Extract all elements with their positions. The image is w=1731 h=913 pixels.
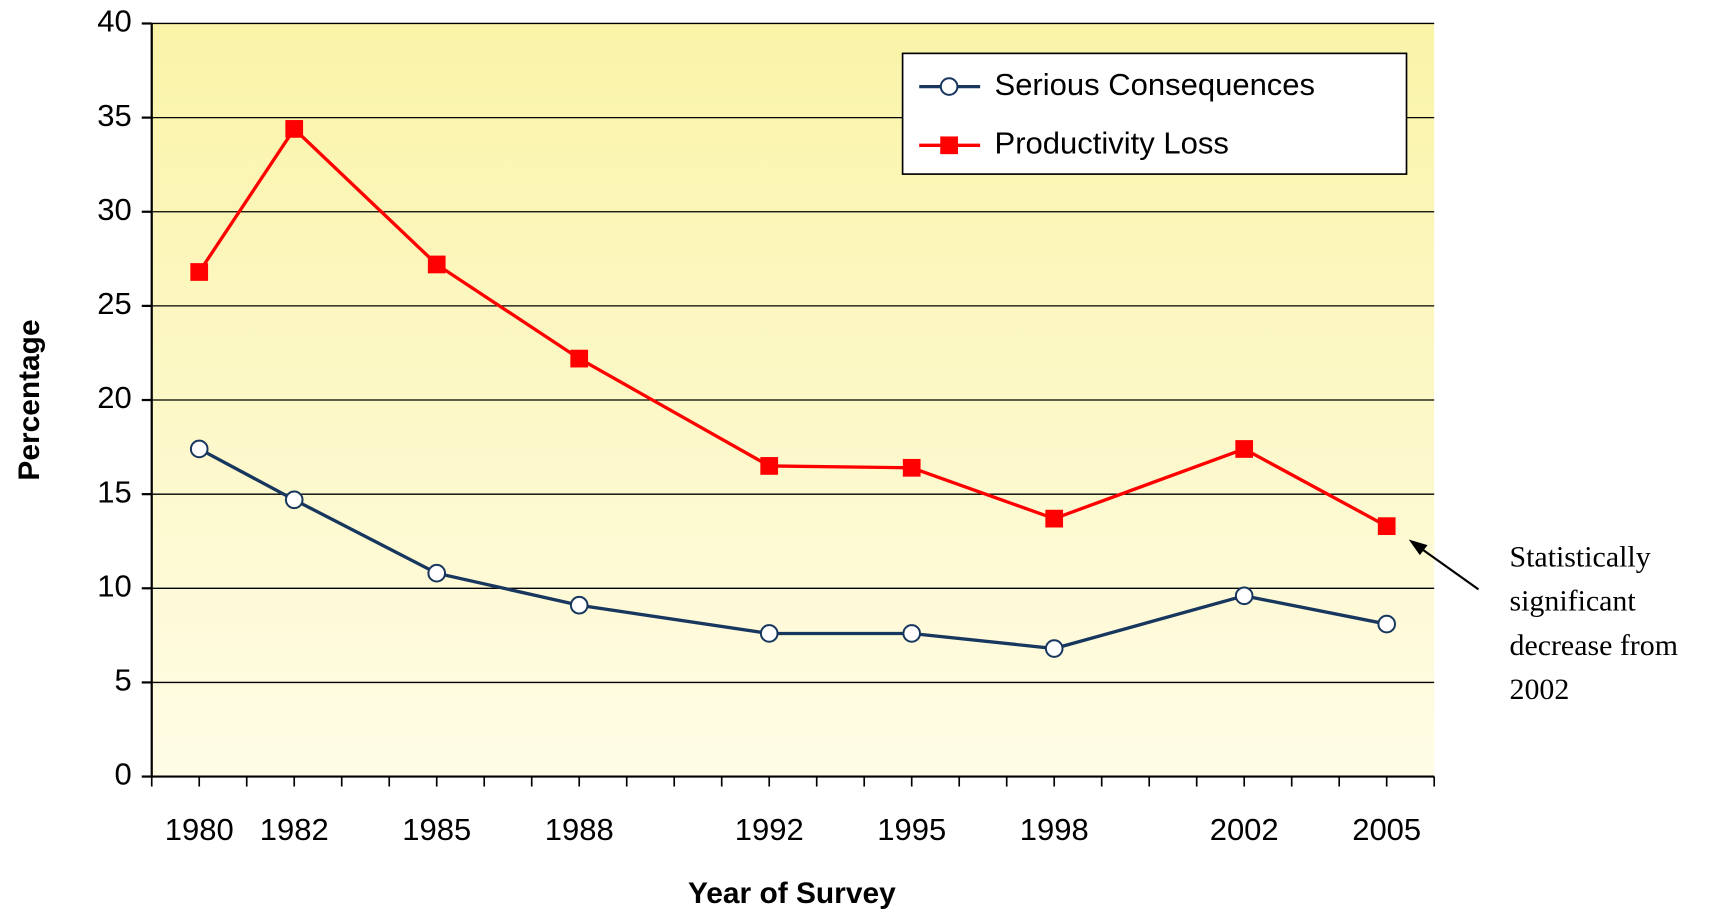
y-axis-title: Percentage bbox=[13, 319, 46, 480]
marker bbox=[190, 263, 209, 281]
marker bbox=[902, 458, 921, 477]
marker bbox=[939, 77, 959, 96]
marker bbox=[284, 490, 304, 510]
marker bbox=[1044, 639, 1064, 658]
marker bbox=[759, 624, 779, 643]
marker bbox=[1235, 440, 1254, 458]
y-tick-label: 5 bbox=[115, 663, 132, 698]
marker bbox=[570, 349, 589, 368]
x-tick-label: 2005 bbox=[1352, 812, 1421, 847]
y-tick-label: 25 bbox=[97, 286, 131, 321]
y-tick-label: 10 bbox=[97, 568, 131, 603]
annotation-arrow bbox=[1412, 541, 1480, 591]
marker bbox=[189, 439, 209, 459]
legend-box bbox=[901, 52, 1408, 175]
y-tick-label: 0 bbox=[115, 757, 132, 792]
x-tick-label: 1985 bbox=[402, 812, 471, 847]
x-tick-label: 1982 bbox=[260, 812, 329, 847]
arrow-head bbox=[1408, 539, 1428, 556]
x-tick-label: 1992 bbox=[735, 812, 804, 847]
x-tick-label: 2002 bbox=[1210, 812, 1279, 847]
y-tick-label: 35 bbox=[97, 98, 131, 133]
x-tick-label: 1980 bbox=[165, 812, 234, 847]
legend-label: Serious Consequences bbox=[995, 67, 1316, 102]
marker bbox=[1377, 517, 1396, 536]
marks bbox=[189, 120, 1396, 658]
marker bbox=[1234, 586, 1254, 606]
y-tick-label: 15 bbox=[97, 474, 131, 509]
annotation: 2002 bbox=[1510, 673, 1570, 706]
y-tick-label: 20 bbox=[97, 380, 131, 415]
legend-label: Productivity Loss bbox=[995, 125, 1229, 160]
y-tick-label: 40 bbox=[97, 4, 131, 39]
legend: Serious Consequences Productivity Loss bbox=[919, 67, 1316, 160]
annotation: decrease from bbox=[1510, 629, 1678, 662]
annotation: significant bbox=[1510, 585, 1637, 618]
annotation: Statistically bbox=[1510, 540, 1651, 573]
marker bbox=[940, 136, 958, 155]
marker bbox=[427, 255, 446, 274]
x-tick-label: 1998 bbox=[1020, 812, 1089, 847]
marker bbox=[427, 563, 447, 583]
marker bbox=[902, 624, 922, 643]
marker bbox=[760, 457, 779, 475]
marker bbox=[1377, 614, 1396, 634]
x-axis-title: Year of Survey bbox=[688, 877, 896, 910]
marker bbox=[569, 595, 589, 615]
y-tick-label: 30 bbox=[97, 192, 131, 227]
x-tick-label: 1988 bbox=[545, 812, 614, 847]
marker bbox=[1045, 509, 1064, 528]
x-tick-label: 1995 bbox=[877, 812, 946, 847]
marker bbox=[285, 120, 304, 138]
